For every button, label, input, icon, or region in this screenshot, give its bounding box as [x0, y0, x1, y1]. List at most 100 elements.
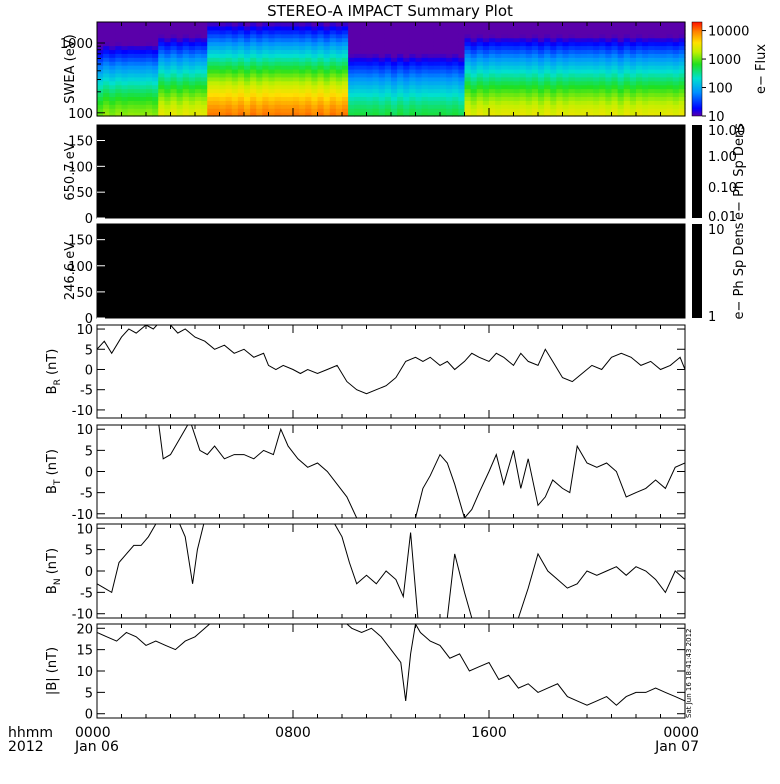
swea-cell — [501, 33, 508, 39]
swea-cell — [158, 76, 165, 82]
swea-cell — [170, 104, 178, 109]
swea-cell — [623, 69, 631, 74]
swea-cell — [587, 61, 594, 66]
swea-cell — [305, 69, 312, 74]
swea-cell — [507, 88, 515, 94]
swea-cell — [470, 49, 478, 54]
swea-cell — [440, 22, 447, 27]
swea-cell — [544, 61, 551, 66]
swea-cell — [158, 108, 165, 113]
swea-cell — [348, 96, 355, 101]
swea-cell — [121, 49, 129, 54]
swea-cell — [109, 80, 116, 86]
swea-cell — [495, 92, 502, 98]
swea-cell — [115, 112, 123, 117]
swea-cell — [415, 22, 423, 27]
swea-cell — [176, 45, 184, 51]
swea-cell — [268, 96, 276, 101]
swea-cell — [378, 112, 386, 117]
swea-cell — [464, 92, 472, 98]
swea-cell — [262, 65, 270, 70]
br-ylabel: BR (nT) — [45, 349, 63, 395]
swea-cell — [139, 76, 147, 82]
bn-ytick: -5 — [80, 586, 93, 601]
swea-cell — [360, 112, 368, 117]
swea-cell — [133, 29, 141, 35]
swea-cell — [397, 29, 404, 35]
swea-cell — [550, 22, 557, 27]
swea-cell — [452, 41, 459, 47]
bn-series-line — [97, 524, 685, 618]
swea-cell — [354, 84, 361, 90]
swea-cell — [268, 33, 276, 39]
swea-cell — [121, 72, 129, 78]
swea-cell — [280, 65, 288, 70]
swea-cell — [648, 96, 655, 101]
swea-cell — [403, 65, 410, 70]
swea-cell — [623, 84, 631, 90]
swea-cell — [617, 92, 625, 98]
swea-cell — [391, 88, 398, 94]
swea-cell — [623, 112, 631, 117]
swea-cell — [115, 57, 123, 62]
swea-cell — [342, 72, 349, 78]
swea-cell — [495, 22, 502, 27]
swea-cell — [188, 96, 196, 101]
swea-cell — [593, 108, 600, 113]
swea-cell — [335, 49, 343, 54]
swea-cell — [562, 29, 570, 35]
swea-cell — [311, 45, 319, 51]
swea-cell — [213, 100, 221, 105]
swea-cell — [146, 45, 153, 51]
swea-cell — [568, 45, 576, 51]
swea-cell — [237, 49, 245, 54]
swea-cell — [623, 92, 631, 98]
swea-cell — [164, 29, 172, 35]
swea-cell — [378, 96, 386, 101]
swea-cell — [458, 33, 466, 39]
swea-cell — [158, 33, 165, 39]
swea-colorbar-tick: 10000 — [708, 25, 749, 40]
swea-cell — [323, 41, 331, 47]
swea-cell — [225, 100, 233, 105]
swea-cell — [366, 37, 374, 43]
swea-cell — [599, 49, 606, 54]
swea-cell — [544, 33, 551, 39]
swea-cell — [219, 25, 227, 31]
swea-cell — [195, 65, 202, 70]
swea-cell — [170, 112, 178, 117]
swea-cell — [629, 92, 637, 98]
swea-cell — [446, 108, 453, 113]
swea-cell — [605, 84, 613, 90]
swea-cell — [115, 37, 123, 43]
swea-cell — [409, 108, 417, 113]
swea-cell — [244, 25, 251, 31]
swea-cell — [237, 80, 245, 86]
swea-cell — [329, 112, 337, 117]
swea-cell — [127, 112, 135, 117]
swea-cell — [256, 69, 263, 74]
swea-cell — [372, 61, 380, 66]
swea-cell — [348, 104, 355, 109]
swea-cell — [176, 49, 184, 54]
pad246-ytick: 150 — [68, 234, 93, 249]
swea-cell — [489, 41, 496, 47]
pad650-ytick: 50 — [76, 186, 93, 201]
swea-cell — [182, 37, 190, 43]
swea-cell — [286, 22, 294, 27]
swea-cell — [262, 53, 270, 58]
swea-cell — [262, 80, 270, 86]
swea-cell — [378, 80, 386, 86]
pad246-ytick: 100 — [68, 260, 93, 275]
swea-cell — [219, 29, 227, 35]
swea-cell — [556, 80, 564, 86]
swea-cell — [587, 29, 594, 35]
swea-cell — [568, 80, 576, 86]
swea-cell — [458, 69, 466, 74]
swea-cell — [580, 88, 588, 94]
swea-cell — [176, 80, 184, 86]
swea-cell — [580, 72, 588, 78]
swea-cell — [538, 72, 545, 78]
swea-cell — [244, 49, 251, 54]
swea-cell — [158, 92, 165, 98]
